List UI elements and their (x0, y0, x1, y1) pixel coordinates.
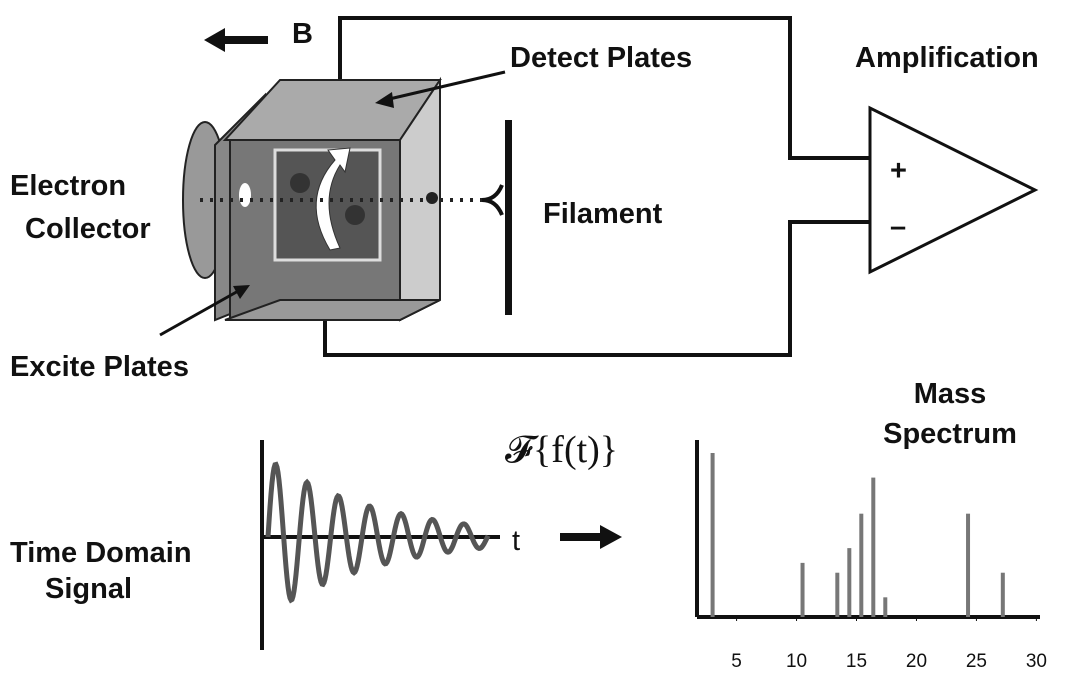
x-tick-label: 5 (731, 651, 742, 672)
x-tick-label: 25 (966, 651, 987, 672)
label: Amplification (855, 42, 1039, 74)
detect-plate-bottom (224, 299, 441, 321)
peak (859, 513, 864, 617)
wire-minus (323, 220, 870, 357)
peak (847, 548, 852, 617)
ion (290, 173, 310, 193)
mass-spectrum: 5 10 15 20 25 30 (695, 440, 1047, 672)
label: Detect Plates (510, 42, 692, 74)
transform-arrow-head (600, 525, 622, 549)
x-tick-label: 30 (1026, 651, 1047, 672)
label: B (292, 18, 313, 50)
label: Mass (914, 378, 987, 410)
x-tick-label: 10 (786, 651, 807, 672)
peak (1000, 572, 1005, 617)
label: 𝓕{f(t)} (505, 429, 618, 471)
orbit-arrow (315, 147, 351, 251)
x-tick-label: 15 (846, 651, 867, 672)
label: Electron (10, 170, 126, 202)
peak (966, 513, 971, 617)
filament (505, 120, 512, 315)
label: Filament (543, 198, 663, 230)
label: Spectrum (883, 418, 1017, 450)
label: Signal (45, 573, 132, 605)
peak (871, 477, 876, 617)
peak (710, 453, 715, 617)
label: – (890, 211, 906, 243)
x-tick-label: 20 (906, 651, 927, 672)
label: Time Domain (10, 537, 192, 569)
pointer-head (375, 92, 394, 108)
label: + (890, 155, 907, 187)
aperture (239, 183, 251, 207)
label: t (512, 525, 520, 557)
pointer-head (233, 285, 250, 299)
peak (800, 562, 805, 617)
label: Excite Plates (10, 351, 189, 383)
fid-signal (265, 461, 491, 604)
pointer (384, 70, 506, 102)
peak (835, 572, 840, 617)
amplifier (868, 105, 1039, 275)
label: Collector (25, 213, 151, 245)
ion (345, 205, 365, 225)
filament-bracket (481, 184, 504, 216)
peak (883, 597, 888, 617)
b-arrow-head (204, 28, 225, 52)
pointer (159, 288, 241, 337)
wire-plus (338, 16, 870, 160)
